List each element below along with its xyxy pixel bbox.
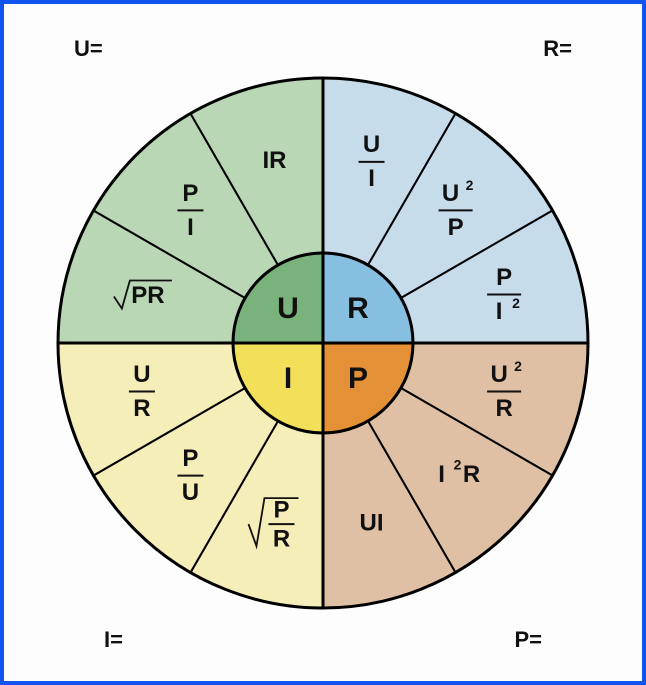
- svg-text:I: I: [368, 165, 375, 192]
- svg-text:2: 2: [466, 177, 474, 193]
- svg-text:R: R: [273, 525, 290, 552]
- svg-text:P: P: [182, 179, 198, 206]
- wheel-svg: PRPIIRUIU2PPI2U2RI2RUIPRPUURURPI: [43, 63, 603, 623]
- svg-text:I: I: [496, 297, 503, 324]
- svg-text:U: U: [182, 478, 199, 505]
- svg-text:P: P: [348, 361, 368, 394]
- svg-text:2: 2: [512, 295, 520, 311]
- svg-text:P: P: [448, 213, 464, 240]
- corner-label-p: P=: [514, 627, 542, 653]
- svg-text:PR: PR: [131, 281, 164, 308]
- corner-label-r: R=: [543, 36, 572, 62]
- formula-wheel: PRPIIRUIU2PPI2U2RI2RUIPRPUURURPI: [43, 63, 603, 623]
- svg-text:U: U: [277, 291, 299, 324]
- svg-text:2: 2: [514, 358, 522, 374]
- svg-text:I: I: [187, 213, 194, 240]
- svg-text:R: R: [133, 394, 150, 421]
- diagram-frame: { "type": "wheel-diagram", "title": "Ohm…: [0, 0, 646, 685]
- corner-label-i: I=: [104, 627, 123, 653]
- svg-text:U: U: [490, 360, 507, 387]
- svg-text:U: U: [442, 179, 459, 206]
- svg-text:U: U: [363, 131, 380, 158]
- svg-text:P: P: [273, 496, 289, 523]
- svg-text:2: 2: [454, 456, 462, 472]
- svg-text:I: I: [438, 460, 445, 487]
- corner-label-u: U=: [74, 36, 103, 62]
- svg-text:R: R: [347, 291, 369, 324]
- svg-text:R: R: [463, 460, 480, 487]
- svg-text:U: U: [133, 360, 150, 387]
- svg-text:UI: UI: [360, 509, 384, 536]
- svg-text:P: P: [496, 263, 512, 290]
- svg-text:I: I: [284, 361, 292, 394]
- svg-text:P: P: [182, 444, 198, 471]
- svg-text:R: R: [495, 394, 512, 421]
- svg-text:IR: IR: [262, 147, 286, 174]
